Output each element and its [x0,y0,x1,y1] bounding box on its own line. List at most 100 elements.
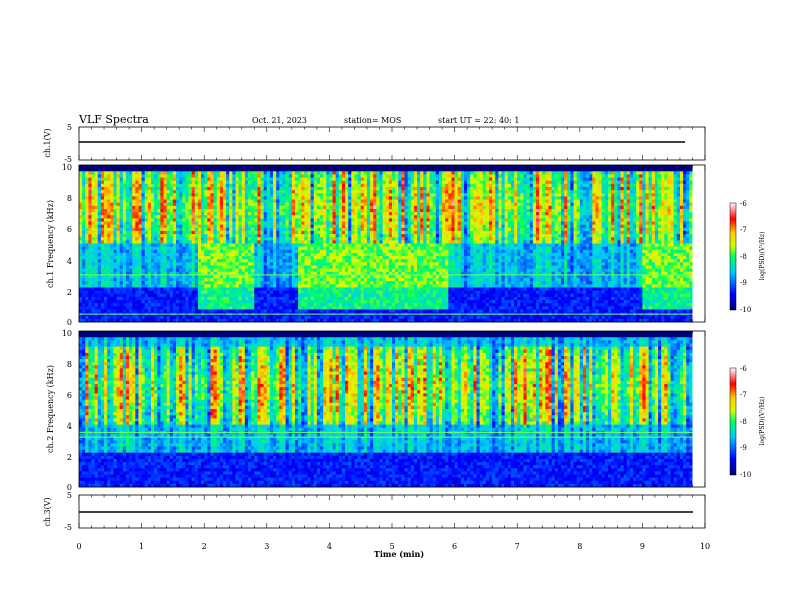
spectrogram-cell [122,306,127,310]
spectrogram-cell [338,183,343,188]
spectrogram-cell [104,252,108,257]
spectrogram-cell [257,262,261,266]
spectrogram-cell [166,300,171,304]
spectrogram-cell [388,221,393,226]
spectrogram-cell [388,240,393,244]
spectrogram-cell [107,268,111,273]
spectrogram-cell [182,190,186,194]
spectrogram-cell [129,287,133,291]
spectrogram-cell [238,262,243,266]
spectrogram-cell [160,252,164,257]
spectrogram-cell [360,234,365,238]
spectrogram-cell [147,306,152,310]
spectrogram-cell [82,271,86,276]
spectrogram-cell [172,177,177,182]
spectrogram-cell [154,227,158,232]
spectrogram-cell [282,256,286,260]
spectrogram-cell [125,296,130,301]
spectrogram-cell [132,293,136,298]
spectrogram-cell [248,190,252,194]
spectrogram-cell [360,262,365,266]
ch1-voltage-ylabel: ch.1(V) [43,128,52,157]
spectrogram-cell [188,249,193,254]
spectrogram-cell [188,293,193,298]
spectrogram-cell [91,193,96,197]
spectrogram-cell [263,262,268,266]
spectrogram-cell [341,177,346,182]
spectrogram-cell [257,315,261,320]
spectrogram-cell [307,293,312,298]
spectrogram-cell [304,180,308,185]
spectrogram-cell [260,212,265,216]
spectrogram-cell [345,271,349,276]
spectrogram-cell [354,256,358,260]
spectrogram-cell [113,224,117,229]
spectrogram-cell [307,265,312,270]
spectrogram-cell [269,165,274,169]
spectrogram-cell [166,234,171,238]
spectrogram-cell [282,287,286,291]
spectrogram-cell [197,293,202,298]
spectrogram-cell [201,268,205,273]
spectrogram-cell [348,186,352,191]
spectrogram-cell [91,318,96,323]
spectrogram-cell [376,183,380,188]
spectrogram-cell [85,186,89,191]
spectrogram-cell [157,300,161,304]
spectrogram-cell [132,249,136,254]
spectrogram-cell [257,180,261,185]
spectrogram-cell [248,246,252,251]
spectrogram-cell [332,168,337,172]
spectrogram-cell [304,315,308,320]
spectrogram-cell [179,171,183,175]
spectrogram-cell [100,186,105,191]
spectrogram-cell [194,168,199,172]
spectrogram-cell [304,243,308,248]
spectrogram-cell [241,306,246,310]
spectrogram-cell [326,171,330,175]
spectrogram-cell [141,284,146,288]
spectrogram-cell [310,278,315,282]
spectrogram-cell [147,274,152,279]
spectrogram-cell [204,243,208,248]
spectrogram-cell [254,290,258,295]
spectrogram-cell [194,215,199,219]
spectrogram-cell [251,268,255,273]
spectrogram-cell [147,296,152,301]
spectrogram-cell [298,287,302,291]
spectrogram-cell [213,256,218,260]
spectrogram-cell [97,243,102,248]
spectrogram-cell [176,293,180,298]
spectrogram-cell [385,300,390,304]
spectrogram-cell [113,315,117,320]
spectrogram-cell [216,224,221,229]
spectrogram-cell [338,171,343,175]
spectrogram-cell [254,318,258,323]
spectrogram-cell [263,237,268,241]
spectrogram-cell [232,278,236,282]
spectrogram-cell [141,252,146,257]
spectrogram-cell [150,199,155,204]
spectrogram-cell [226,309,230,313]
spectrogram-cell [294,221,299,226]
spectrogram-cell [207,278,211,282]
spectrogram-cell [354,180,358,185]
spectrogram-cell [288,306,293,310]
spectrogram-cell [301,287,305,291]
spectrogram-cell [229,274,233,279]
spectrogram-cell [85,281,89,285]
spectrogram-cell [104,212,108,216]
spectrogram-cell [260,246,265,251]
spectrogram-cell [304,249,308,254]
spectrogram-cell [144,290,149,295]
spectrogram-cell [226,290,230,295]
spectrogram-cell [370,303,374,307]
spectrogram-cell [266,274,271,279]
spectrogram-cell [301,230,305,235]
spectrogram-cell [166,205,171,210]
spectrogram-cell [176,252,180,257]
spectrogram-cell [185,243,189,248]
spectrogram-cell [132,268,136,273]
spectrogram-cell [154,259,158,263]
spectrogram-cell [210,171,214,175]
